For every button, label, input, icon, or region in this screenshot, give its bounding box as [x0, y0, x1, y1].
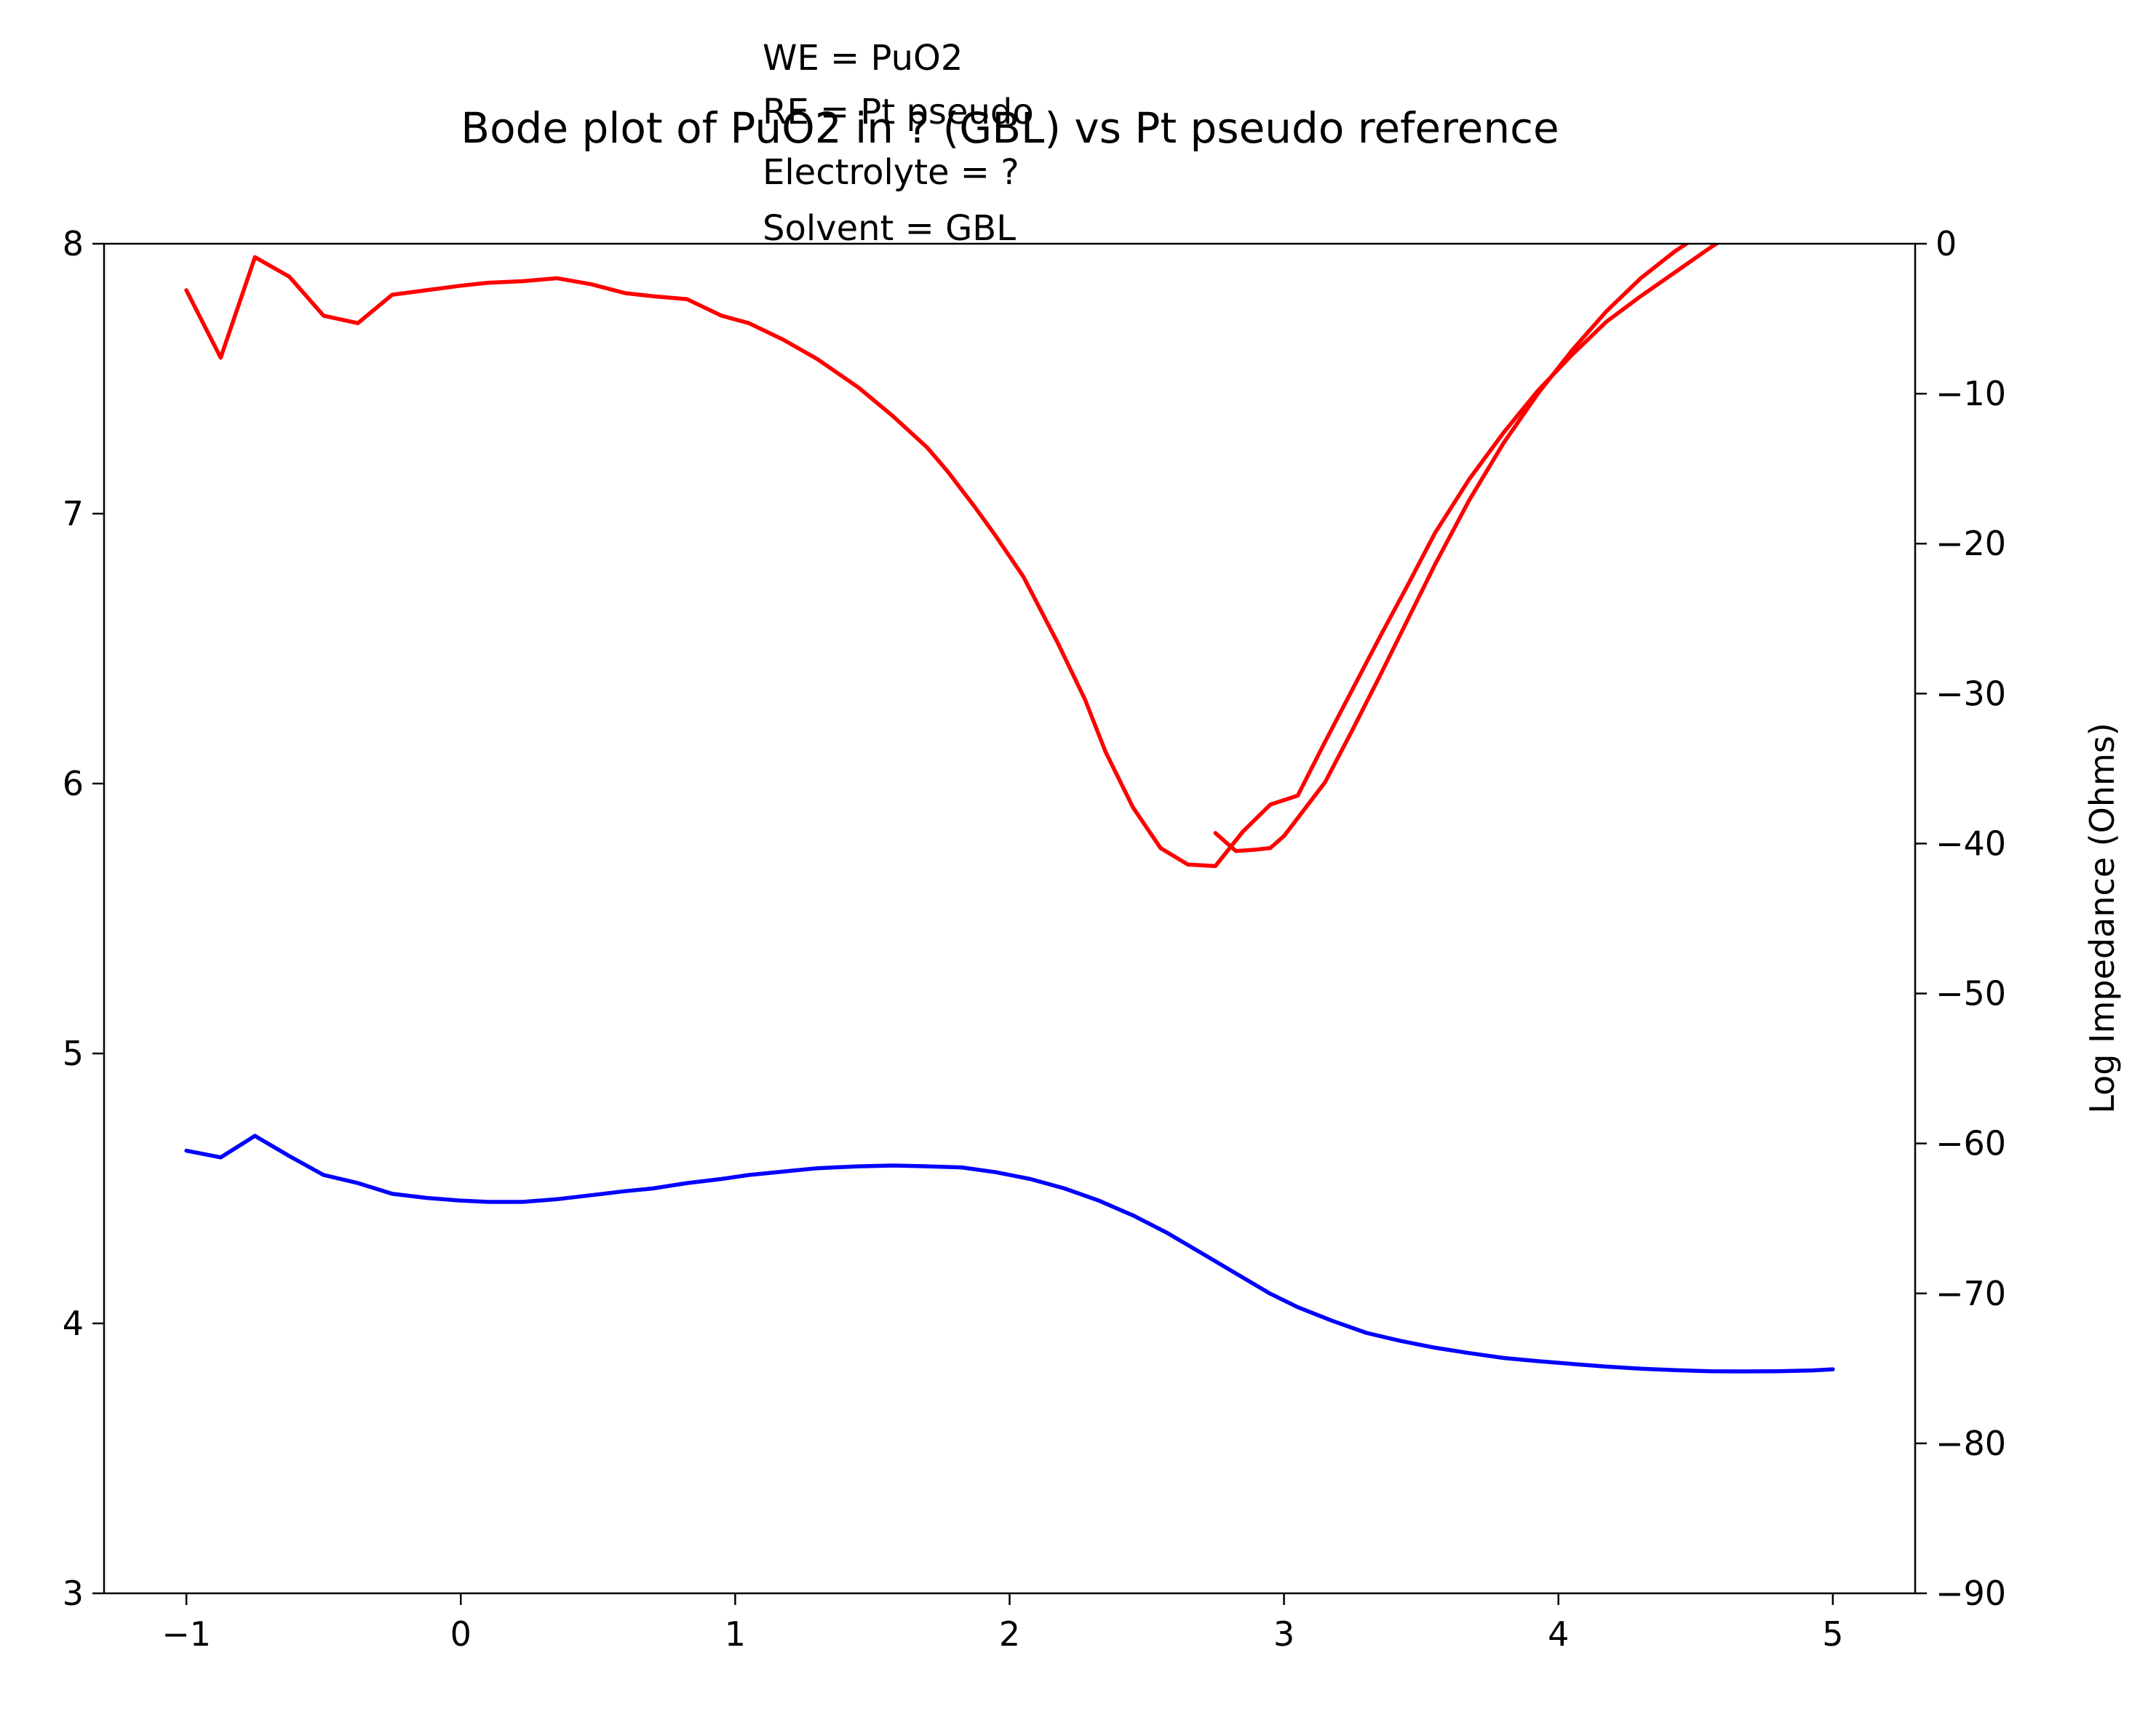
right-y-tick-label: 0 [1936, 224, 1957, 263]
chart-title: Bode plot of PuO2 in ? (GBL) vs Pt pseud… [461, 103, 1559, 153]
x-tick-label: 3 [1273, 1614, 1294, 1654]
x-tick-label: 5 [1822, 1614, 1843, 1654]
right-y-tick-label: −60 [1936, 1124, 2006, 1163]
right-y-tick-label: −90 [1936, 1574, 2006, 1613]
right-y-axis-label: Log Impedance (Ohms) [2083, 722, 2122, 1113]
left-y-tick-label: 6 [63, 764, 84, 803]
annotation-line-re: RE = Pt pseudo [763, 92, 1034, 132]
x-tick-label: 2 [999, 1614, 1020, 1654]
x-tick-label: 0 [450, 1614, 472, 1654]
left-y-tick-label: 8 [63, 224, 84, 263]
left-y-tick-label: 7 [63, 494, 84, 533]
right-y-tick-label: −10 [1936, 374, 2006, 413]
x-tick-label: 4 [1548, 1614, 1569, 1654]
right-y-tick-label: −70 [1936, 1274, 2006, 1313]
series-layer [184, 244, 1835, 1374]
series-line-1-right [184, 244, 1720, 869]
x-tick-label: 1 [725, 1614, 746, 1654]
x-tick-label: −1 [162, 1614, 211, 1654]
left-y-tick-label: 4 [63, 1304, 84, 1343]
left-y-tick-label: 5 [63, 1034, 84, 1073]
series-line-0-left [184, 1134, 1835, 1374]
x-axis: −1 0 1 2 3 4 5 [162, 1593, 1844, 1654]
right-y-tick-label: −30 [1936, 674, 2006, 713]
left-y-axis: 3 4 5 6 7 8 [63, 224, 104, 1613]
annotation-line-we: WE = PuO2 [763, 38, 963, 79]
series-line-2-right [1213, 244, 1690, 853]
left-y-tick-label: 3 [63, 1574, 84, 1613]
right-y-tick-label: −20 [1936, 524, 2006, 563]
annotation-line-solvent: Solvent = GBL [763, 208, 1016, 249]
right-y-tick-label: −80 [1936, 1424, 2006, 1463]
right-y-axis: 0 −10 −20 −30 −40 −50 −60 −70 −80 −90 [1915, 224, 2006, 1613]
annotation-box: WE = PuO2 RE = Pt pseudo Electrolyte = ?… [763, 38, 1034, 249]
right-y-tick-label: −40 [1936, 824, 2006, 863]
right-y-tick-label: −50 [1936, 974, 2006, 1013]
annotation-line-electrolyte: Electrolyte = ? [763, 152, 1019, 193]
